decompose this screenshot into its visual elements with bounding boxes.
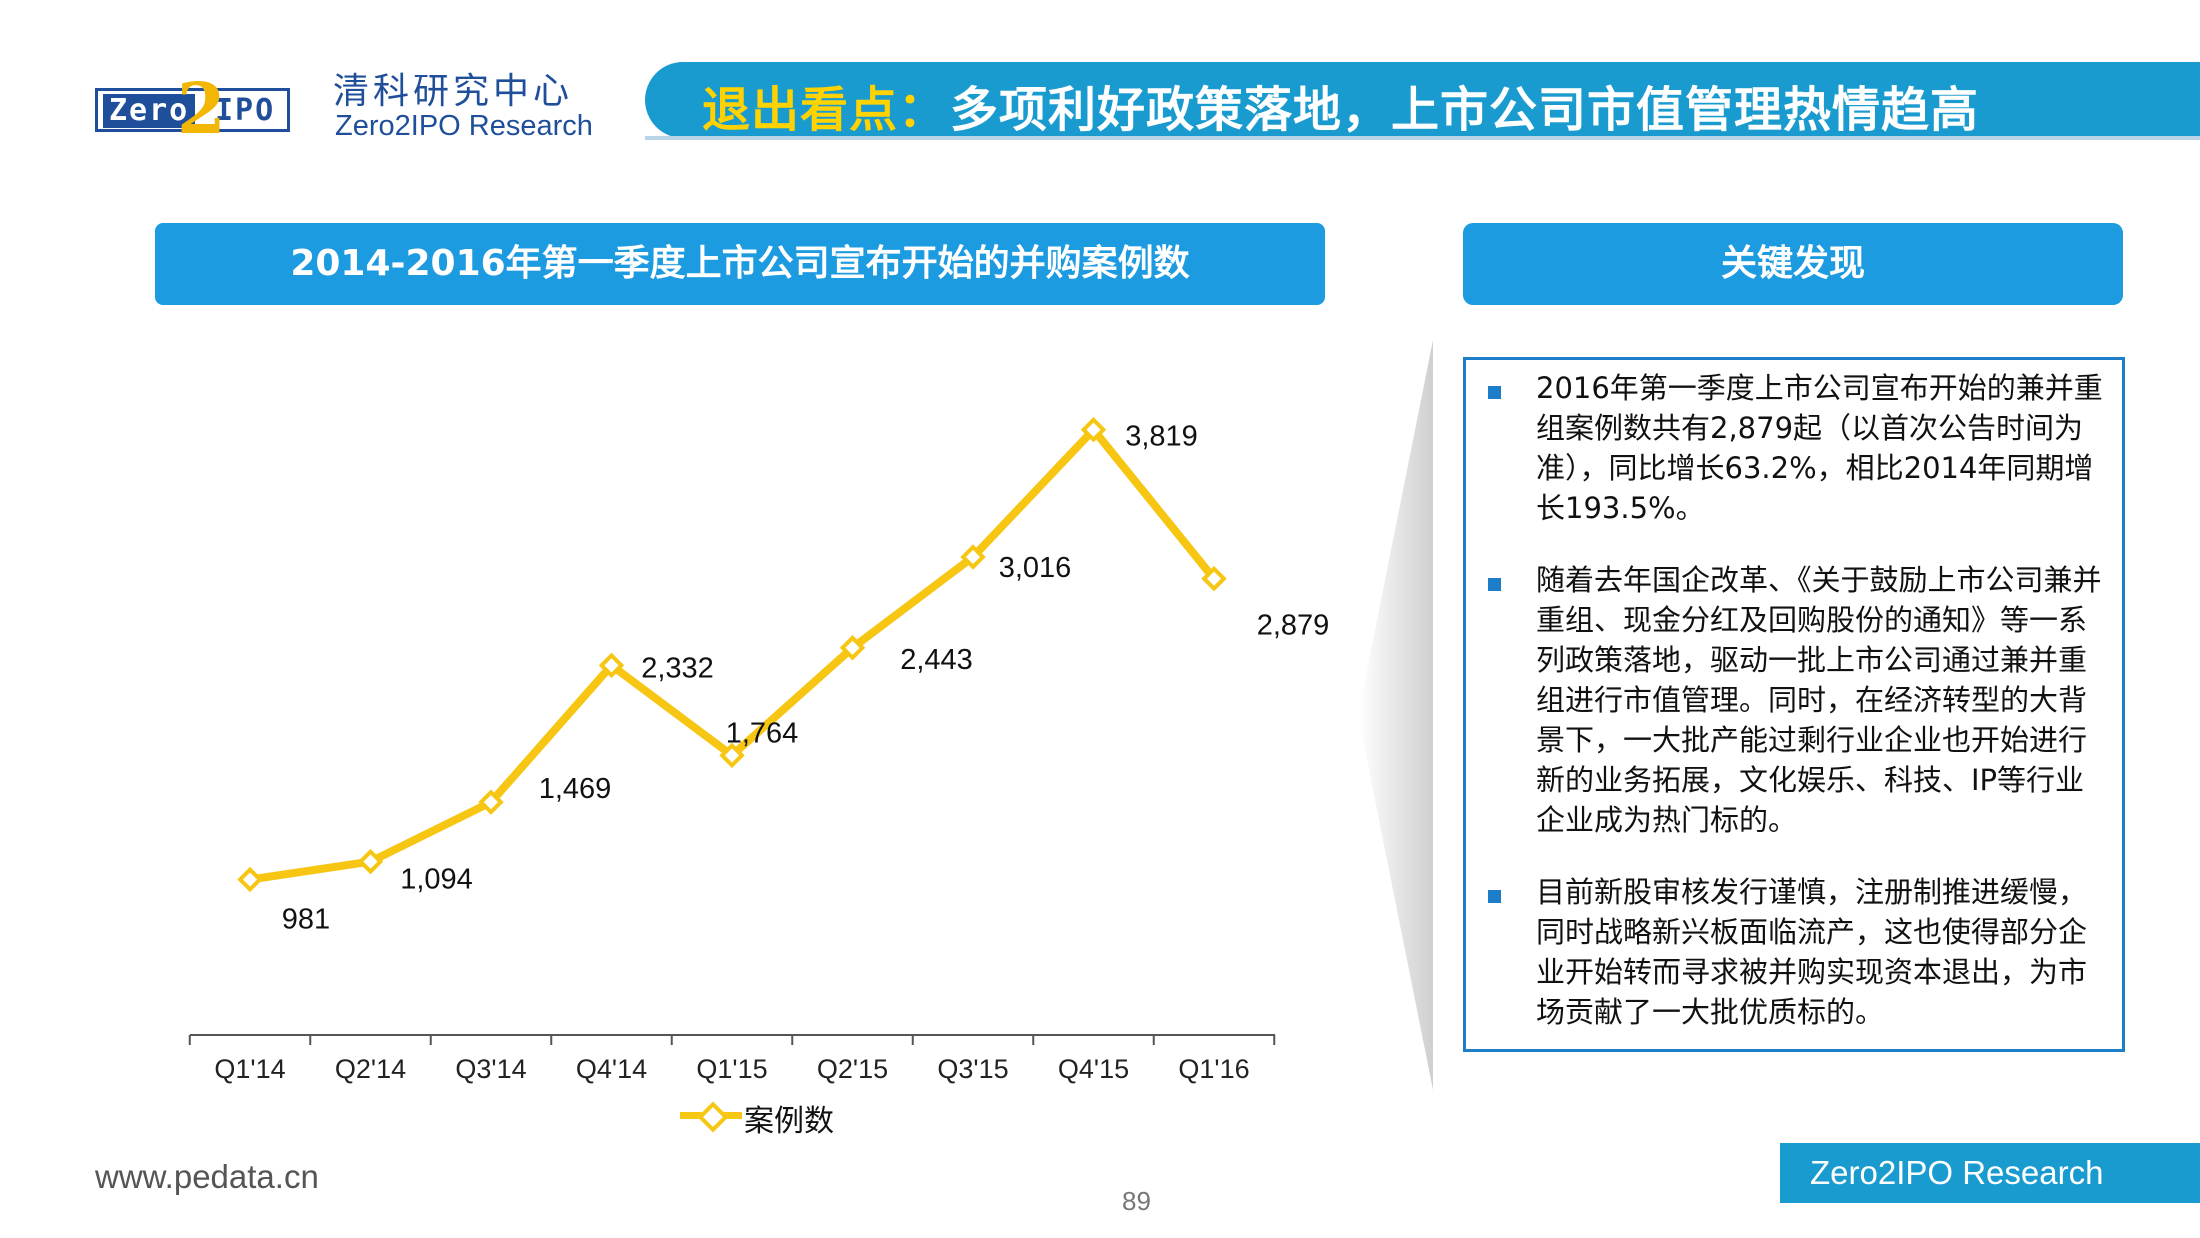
bullet-2 [1488, 578, 1501, 591]
legend-label: 案例数 [744, 1104, 834, 1139]
funnel-connector [1358, 340, 1433, 1090]
x-tick-label: Q2'15 [817, 1054, 888, 1084]
data-label: 1,094 [400, 864, 473, 896]
finding-item-3: 目前新股审核发行谨慎，注册制推进缓慢，同时战略新兴板面临流产，这也使得部分企业开… [1536, 875, 2088, 1029]
chart-legend: 案例数 [680, 1096, 880, 1139]
legend-diamond-marker [697, 1101, 729, 1133]
logo-text-left: Zero [103, 94, 196, 128]
page-title: 多项利好政策落地，上市公司市值管理热情趋高 [950, 82, 1980, 138]
data-label: 1,764 [726, 717, 799, 749]
series-line [249, 425, 1218, 884]
x-tick-label: Q3'15 [937, 1054, 1008, 1084]
x-tick-label: Q3'14 [455, 1054, 526, 1084]
data-point [719, 742, 745, 769]
data-label: 3,819 [1125, 421, 1198, 453]
data-label: 2,332 [641, 652, 714, 684]
x-tick-label: Q4'14 [576, 1054, 647, 1084]
logo-numeral: 2 [177, 67, 226, 150]
data-label: 3,016 [999, 552, 1072, 584]
title-bar [645, 62, 2200, 138]
title-underline [645, 136, 2200, 140]
data-point [960, 544, 986, 570]
data-labels: 981 1,094 1,469 2,332 1,764 2,443 3,016 3,819 2,… [282, 421, 1329, 936]
finding-item-1: 2016年第一季度上市公司宣布开始的兼并重组案例数共有2,879起（以首次公告时… [1536, 371, 2103, 525]
data-point [598, 652, 625, 679]
footer-brand: Zero2IPO Research [1780, 1143, 2200, 1203]
data-point [478, 789, 504, 815]
org-name-cn: 清科研究中心 [333, 71, 574, 112]
bullet-3 [1488, 890, 1501, 903]
data-label: 1,469 [539, 773, 612, 805]
data-point [839, 635, 866, 661]
website-url: www.pedata.cn [95, 1158, 319, 1195]
x-tick-label: Q1'15 [696, 1054, 767, 1084]
data-label: 2,443 [900, 644, 973, 676]
data-label: 2,879 [1257, 610, 1330, 642]
page-title-highlight: 退出看点： [702, 82, 948, 138]
x-tick-label: Q1'16 [1178, 1054, 1249, 1084]
logo-text-right: IPO [215, 93, 276, 128]
chart-title-banner: 2014-2016年第一季度上市公司宣布开始的并购案例数 [155, 223, 1325, 305]
data-label: 981 [282, 904, 330, 936]
finding-item-2: 随着去年国企改革、《关于鼓励上市公司兼并重组、现金分红及回购股份的通知》等一系列… [1536, 563, 2102, 837]
data-point [1201, 565, 1227, 592]
x-tick-label: Q2'14 [335, 1054, 406, 1084]
data-points [237, 416, 1227, 893]
data-point [237, 866, 263, 893]
x-axis-tick-labels: Q1'14 Q2'14 Q3'14 Q4'14 Q1'15 Q2'15 Q3'15 Q4'15… [214, 1054, 1249, 1084]
data-point [1080, 416, 1107, 443]
org-name-en: Zero2IPO Research [335, 110, 593, 142]
page-number: 89 [1122, 1186, 1151, 1216]
findings-box: 2016年第一季度上市公司宣布开始的兼并重组案例数共有2,879起（以首次公告时… [1463, 357, 2125, 1052]
data-point [357, 848, 384, 875]
bullet-1 [1488, 386, 1501, 399]
x-tick-label: Q1'14 [214, 1054, 285, 1084]
x-tick-label: Q4'15 [1058, 1054, 1129, 1084]
zero2ipo-logo: Zero IPO 2 [95, 74, 290, 144]
findings-banner: 关键发现 [1463, 223, 2123, 305]
x-axis-ticks [188, 1035, 1276, 1045]
